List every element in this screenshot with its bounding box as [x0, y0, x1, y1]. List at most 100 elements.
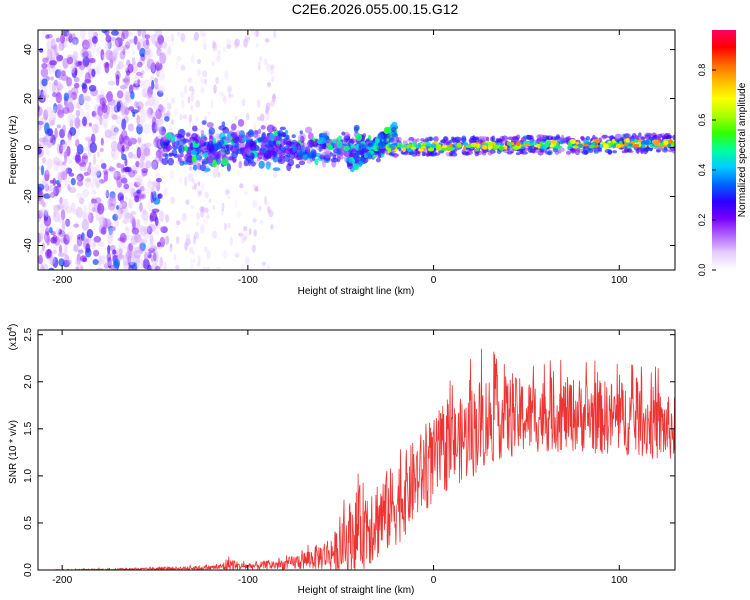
spectrogram-cell [236, 169, 240, 176]
spectrogram-cell [91, 68, 96, 78]
spectrogram-cell [47, 187, 56, 198]
spectrogram-cell [83, 96, 92, 102]
spectrogram-cell [360, 148, 365, 154]
spectrogram-cell [464, 152, 470, 156]
spectrogram-cell [250, 161, 256, 167]
spectrogram-cell [478, 135, 485, 141]
spectrogram-cell [146, 47, 151, 57]
spectrogram-cell [109, 57, 114, 69]
spectrogram-cell [95, 267, 103, 270]
spectrogram-cell [190, 149, 198, 156]
spectrogram-cell [110, 148, 116, 158]
spectrogram-cell [199, 78, 204, 85]
spectrogram-cell [46, 249, 52, 258]
colorbar-tick-label: 0.4 [697, 164, 707, 177]
spectrogram-cell [44, 208, 50, 218]
spectrogram-cell [149, 233, 154, 244]
spectrogram-cell [166, 235, 170, 245]
spectrogram-cell [73, 244, 79, 252]
spectrogram-cell [525, 143, 531, 147]
spectrogram-cell [128, 242, 133, 252]
spectrogram-cell [68, 186, 77, 194]
spectrogram-cell [115, 116, 122, 125]
spectrogram-cell [125, 250, 133, 260]
spectrogram-cell [128, 151, 134, 159]
spectrogram-cell [609, 142, 614, 146]
spectrogram-cell [184, 241, 188, 251]
spectrogram-cell [213, 84, 217, 94]
spectrogram-cell [187, 77, 192, 83]
spectrogram-cell [149, 237, 155, 247]
spectrogram-cell [188, 77, 193, 83]
spectrogram-cell [589, 144, 596, 149]
spectrogram-cell [49, 138, 54, 144]
spectrogram-cell [397, 136, 402, 142]
spectrogram-cell [96, 170, 102, 178]
spectrogram-cell [164, 235, 169, 246]
spectrogram-cell [269, 64, 275, 70]
spectrogram-cell [265, 161, 271, 170]
spectrogram-cell [142, 36, 146, 48]
spectrogram-cell [58, 172, 63, 184]
spectrogram-cell [199, 30, 205, 38]
spectrogram-cell [99, 115, 103, 126]
spectrogram-cell [142, 123, 151, 134]
spectrogram-cell [449, 139, 454, 143]
spectrogram-cell [41, 242, 45, 252]
spectrogram-cell [53, 210, 57, 217]
spectrogram-cell [173, 254, 177, 261]
spectrogram-cell [272, 167, 281, 171]
spectrogram-cell [47, 184, 56, 192]
spectrogram-cell [66, 259, 72, 265]
spectrogram-cell [572, 145, 579, 149]
spectrogram-cell [234, 130, 242, 135]
spectrogram-cell [73, 58, 78, 71]
spectrogram-cell [105, 189, 109, 199]
spectrogram-cell [92, 172, 97, 185]
spectrogram-cell [412, 141, 417, 147]
spectrogram-cell [137, 105, 141, 112]
spectrogram-cell [143, 232, 150, 240]
spectrogram-cell [158, 131, 162, 140]
spectrogram-cell [197, 260, 201, 268]
spectrogram-cell [122, 101, 128, 110]
spectrogram-cell [256, 116, 262, 121]
spectrogram-cell [625, 138, 630, 143]
spectrogram-cell [575, 141, 580, 145]
spectrogram-cell [208, 198, 212, 203]
spectrogram-cell [277, 129, 284, 137]
spectrogram-cell [143, 226, 151, 235]
spectrogram-cell [227, 195, 231, 200]
spectrogram-cell [53, 102, 58, 114]
spectrogram-cell [140, 152, 149, 162]
spectrogram-cell [129, 257, 135, 266]
spectrogram-cell [266, 81, 272, 87]
spectrogram-y-tick-label: -20 [23, 189, 34, 204]
spectrogram-cell [79, 30, 86, 40]
spectrogram-cell [421, 145, 427, 149]
spectrogram-cell [238, 232, 243, 237]
spectrogram-cell [139, 242, 146, 252]
spectrogram-cell [94, 181, 100, 190]
spectrogram-cell [78, 93, 86, 105]
spectrogram-cell [367, 142, 372, 148]
spectrogram-cell [78, 93, 85, 106]
spectrogram-cell [190, 54, 195, 64]
spectrogram-cell [168, 122, 174, 127]
spectrogram-cell [643, 139, 650, 145]
spectrogram-cell [226, 163, 231, 172]
spectrogram-cell [258, 205, 262, 212]
spectrogram-cell [89, 43, 96, 54]
spectrogram-cell [435, 146, 443, 151]
spectrogram-cell [253, 185, 259, 192]
spectrogram-cell [105, 49, 113, 61]
spectrogram-cell [672, 134, 675, 141]
colorbar-ticks: 0.0 0.2 0.4 0.6 0.8 [697, 64, 716, 276]
spectrogram-cell [83, 44, 88, 49]
spectrogram-cell [285, 140, 293, 146]
spectrogram-cell [358, 145, 362, 153]
spectrogram-cell [48, 227, 53, 234]
spectrogram-cell [215, 133, 221, 140]
spectrogram-cell [50, 45, 57, 51]
spectrogram-cell [266, 110, 270, 121]
